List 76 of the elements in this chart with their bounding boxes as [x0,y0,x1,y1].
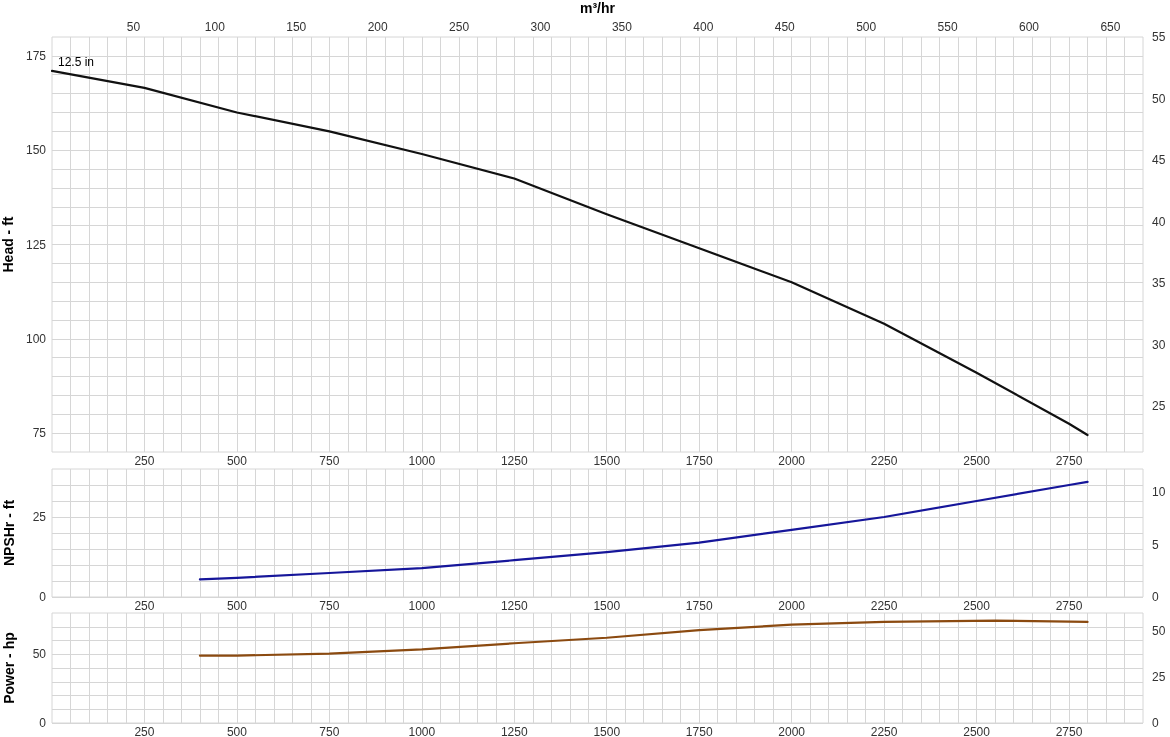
x-tick-label: 1000 [408,454,436,468]
x-tick-label: 1500 [593,454,621,468]
series-label: 12.5 in [58,54,95,69]
y-tick-label: 0 [39,590,47,604]
x-tick-label: 1750 [685,725,713,737]
y-tick-label: 25 [32,510,47,524]
x2-tick-label: 550 [937,20,958,34]
y2-tick-label: 25 [1152,399,1166,414]
y2-tick-label: 40 [1152,214,1166,229]
y2-tick-label: 50 [1152,623,1166,638]
y2-tick-label: 5 [1152,537,1159,552]
x-tick-label: 2250 [870,725,898,737]
x2-tick-label: 100 [204,20,226,34]
x2-tick-label: 300 [530,20,551,34]
x-tick-label: 2000 [778,725,806,737]
x-tick-label: 2000 [778,454,806,468]
x-tick-label: 2750 [1055,725,1083,737]
y2-tick-label: 55 [1152,30,1166,44]
x-tick-label: 750 [319,725,340,737]
y-tick-label: 175 [25,48,47,63]
x-tick-label: 1500 [593,725,621,737]
line-series [198,480,1089,581]
x-tick-label: 250 [134,454,155,468]
x-tick-label: 2500 [963,454,991,468]
x-tick-label: 1500 [593,599,621,613]
y2-tick-label: 0 [1152,716,1159,730]
y2-tick-label: 0 [1152,590,1159,604]
y-tick-label: 0 [39,716,47,730]
x-tick-label: 2000 [778,599,806,613]
x2-tick-label: 500 [856,20,877,34]
x-tick-label: 750 [319,599,340,613]
y2-tick-label: 10 [1152,485,1166,500]
y2-tick-label: 25 [1152,669,1166,684]
y-tick-label: 150 [25,143,47,158]
x-tick-label: 2500 [963,725,991,737]
x-tick-label: 1750 [685,454,713,468]
x2-tick-label: 650 [1100,20,1121,34]
y2-tick-label: 30 [1152,337,1166,352]
x-tick-label: 1250 [500,599,528,613]
y-axis-title: NPSHr - ft [1,499,17,567]
x-tick-label: 2250 [870,599,898,613]
x-tick-label: 2750 [1055,454,1083,468]
y2-tick-label: 35 [1152,276,1166,291]
y-tick-label: 125 [25,237,47,252]
x2-axis-title: m³/hr [580,0,616,16]
x2-tick-label: 150 [286,20,307,34]
y2-tick-label: 50 [1152,91,1166,106]
y-axis-title: Head - ft [0,216,17,273]
y2-tick-label: 45 [1152,153,1166,168]
x-tick-label: 250 [134,599,155,613]
x2-tick-label: 200 [367,20,388,34]
x2-tick-label: 400 [693,20,714,34]
x-tick-label: 500 [226,725,248,737]
y-tick-label: 50 [32,647,47,662]
x2-tick-label: 250 [449,20,470,34]
x-tick-label: 2750 [1055,599,1083,613]
y-tick-label: 100 [25,331,47,346]
x2-tick-label: 50 [126,20,141,34]
y-tick-label: 75 [32,426,47,441]
x2-tick-label: 350 [611,20,633,34]
x-tick-label: 1250 [500,725,528,737]
line-series [198,619,1089,657]
x-tick-label: 1000 [408,725,436,737]
y-axis-title: Power - hp [1,632,17,704]
x-tick-label: 500 [226,599,248,613]
x-tick-label: 1250 [500,454,528,468]
x-tick-label: 1750 [685,599,713,613]
x-tick-label: 750 [319,454,340,468]
x-tick-label: 1000 [408,599,436,613]
x-tick-label: 2250 [870,454,898,468]
x-tick-label: 500 [226,454,248,468]
x2-tick-label: 450 [774,20,796,34]
line-series [50,69,1089,437]
x-tick-label: 250 [134,725,155,737]
x2-tick-label: 600 [1019,20,1040,34]
x-tick-label: 2500 [963,599,991,613]
